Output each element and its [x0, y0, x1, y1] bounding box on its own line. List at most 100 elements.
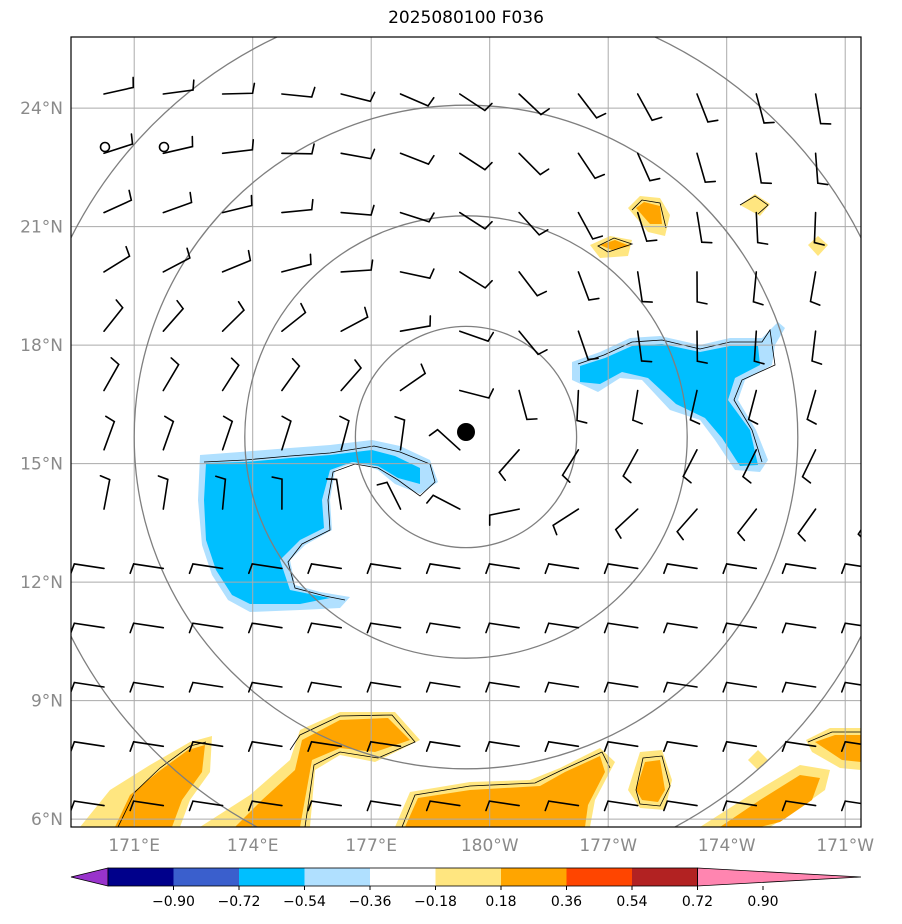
wind-barb [221, 194, 253, 214]
wind-barb [103, 299, 124, 332]
wind-barb [157, 475, 169, 510]
wind-barb [868, 272, 877, 305]
wind-barb [188, 681, 224, 693]
wind-barb [811, 330, 823, 365]
wind-barb [485, 622, 520, 634]
lon-tick-label: 171°E [108, 836, 160, 856]
wind-barb [485, 563, 520, 575]
colorbar-frame [107, 867, 698, 887]
wind-barb [631, 389, 643, 425]
colorbar-extend-high [697, 867, 862, 887]
wind-barb [459, 271, 493, 289]
positive-core-south-5 [720, 775, 820, 827]
wind-barb [340, 91, 376, 103]
wind-barb [736, 508, 758, 542]
wind-barb [340, 306, 369, 332]
wind-barb [722, 740, 758, 752]
wind-barb [459, 211, 493, 230]
calm-wind-marker [99, 141, 111, 153]
lat-tick-label: 6°N [31, 810, 63, 830]
colorbar-tick-label: −0.18 [414, 894, 457, 910]
latitude-ticks: 24°N 21°N 18°N 15°N 12°N 9°N 6°N [20, 99, 63, 830]
calm-wind-marker [158, 141, 170, 153]
wind-barb [366, 740, 402, 752]
wind-barb [162, 247, 191, 273]
lon-tick-label: 174°W [698, 836, 756, 856]
wind-barb [281, 357, 301, 392]
wind-barb [71, 563, 105, 575]
shaded-areas [80, 194, 861, 827]
wind-barb [399, 315, 432, 332]
wind-barb [875, 94, 888, 125]
wind-barb [399, 211, 435, 223]
wind-barb [271, 476, 283, 510]
wind-barb [71, 800, 105, 812]
wind-barb [340, 359, 363, 392]
wind-barb [103, 245, 131, 273]
wind-barb [459, 330, 495, 343]
wind-barb [755, 93, 775, 124]
wind-barb [103, 356, 120, 392]
wind-barb [281, 143, 315, 155]
wind-barb [247, 800, 283, 812]
wind-barb [281, 415, 292, 451]
wind-barb [875, 153, 885, 185]
wind-barb [544, 740, 580, 752]
wind-barb [741, 449, 758, 484]
wind-barb [544, 800, 580, 812]
wind-barb [366, 563, 402, 575]
wind-barb [307, 622, 342, 634]
wind-barb [425, 681, 461, 693]
wind-barb [129, 563, 165, 575]
wind-barb [281, 86, 316, 98]
positive-spot-north-1-core [636, 202, 662, 224]
colorbar-swatch [108, 868, 174, 886]
colorbar-swatch [632, 868, 698, 886]
wind-barb [325, 478, 342, 510]
wind-barb [339, 415, 350, 451]
wind-barb [722, 622, 758, 634]
positive-core-south-3 [405, 756, 605, 827]
colorbar-tick-label: −0.90 [152, 894, 195, 910]
gridlines [71, 37, 861, 827]
wind-barb [722, 800, 758, 812]
wind-barb [682, 449, 698, 484]
colorbar-swatch [304, 868, 370, 886]
wind-barb [129, 681, 165, 693]
wind-barb [425, 622, 461, 634]
wind-barb [221, 82, 256, 95]
wind-barb [340, 148, 376, 160]
wind-barb [366, 622, 402, 634]
wind-barb [801, 449, 817, 484]
wind-barb [814, 93, 832, 125]
colorbar-tick-label: 0.54 [616, 894, 647, 910]
wind-barb [221, 139, 255, 155]
wind-barb [866, 391, 875, 424]
wind-barb [781, 740, 817, 752]
wind-barb [696, 271, 708, 305]
wind-barb [576, 389, 588, 424]
wind-barb [806, 389, 817, 425]
wind-barb [307, 563, 342, 575]
wind-barb [870, 331, 879, 364]
wind-barb [376, 481, 402, 510]
wind-barb [425, 740, 461, 752]
wind-barb [663, 622, 698, 634]
range-ring-1 [354, 325, 578, 549]
positive-spot-south-small [748, 750, 768, 770]
lat-tick-label: 9°N [31, 692, 63, 712]
wind-barb [518, 152, 550, 176]
positive-core-south-4 [636, 760, 665, 802]
wind-barb [162, 357, 180, 392]
wind-barb [813, 211, 825, 246]
wind-barb [636, 271, 653, 303]
wind-barb [636, 93, 663, 122]
wind-barb [603, 800, 639, 812]
wind-barb [577, 93, 607, 119]
wind-barb [722, 681, 758, 693]
wind-barb [162, 135, 194, 155]
wind-barb [188, 622, 224, 634]
wind-barb [603, 681, 639, 693]
wind-barb [425, 800, 461, 812]
wind-barb [840, 800, 861, 812]
